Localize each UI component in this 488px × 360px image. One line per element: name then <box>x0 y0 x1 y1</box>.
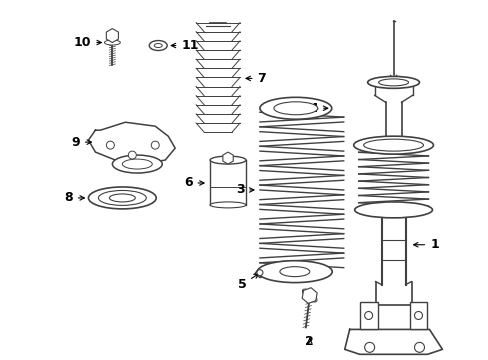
Polygon shape <box>88 122 175 164</box>
Text: 10: 10 <box>74 36 101 49</box>
Circle shape <box>106 141 114 149</box>
Text: 3: 3 <box>235 184 253 197</box>
Ellipse shape <box>353 136 432 154</box>
Circle shape <box>364 311 372 319</box>
Text: 2: 2 <box>305 335 313 348</box>
Text: 6: 6 <box>183 176 203 189</box>
Circle shape <box>414 311 422 319</box>
Text: 4: 4 <box>309 102 327 115</box>
Ellipse shape <box>363 139 423 151</box>
Ellipse shape <box>210 156 245 164</box>
Text: 5: 5 <box>237 274 258 291</box>
Circle shape <box>151 141 159 149</box>
Ellipse shape <box>260 97 331 119</box>
Ellipse shape <box>367 76 419 88</box>
Ellipse shape <box>354 202 431 218</box>
Text: 11: 11 <box>171 39 199 52</box>
Circle shape <box>256 270 263 276</box>
Ellipse shape <box>378 79 407 86</box>
Ellipse shape <box>88 187 156 209</box>
Text: 7: 7 <box>245 72 266 85</box>
Ellipse shape <box>154 44 162 48</box>
Ellipse shape <box>112 155 162 173</box>
Ellipse shape <box>98 190 146 206</box>
Text: 1: 1 <box>413 238 438 251</box>
Bar <box>359 302 377 329</box>
Text: 9: 9 <box>71 136 91 149</box>
Ellipse shape <box>273 102 317 115</box>
Polygon shape <box>344 329 442 354</box>
Ellipse shape <box>149 41 167 50</box>
Ellipse shape <box>122 159 152 169</box>
Ellipse shape <box>257 261 331 283</box>
Bar <box>408 302 427 329</box>
Text: 8: 8 <box>64 192 84 204</box>
Ellipse shape <box>210 202 245 208</box>
Ellipse shape <box>279 267 309 276</box>
Circle shape <box>414 342 424 352</box>
Circle shape <box>364 342 374 352</box>
Ellipse shape <box>104 40 120 45</box>
Ellipse shape <box>109 194 135 202</box>
Circle shape <box>128 151 136 159</box>
Ellipse shape <box>302 289 316 302</box>
